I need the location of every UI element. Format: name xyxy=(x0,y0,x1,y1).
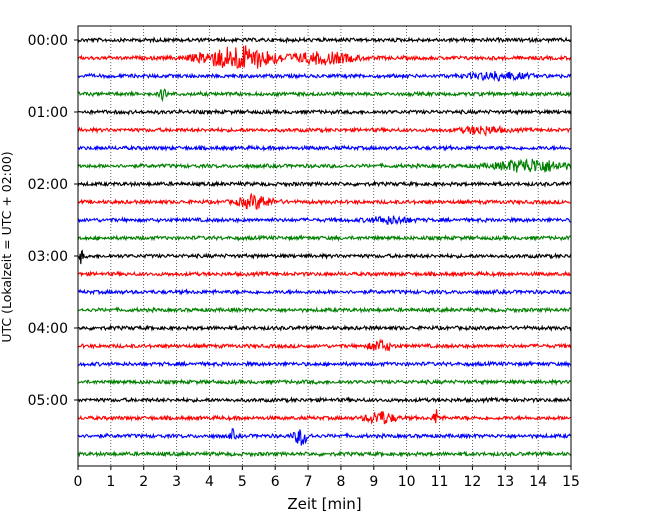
trace-0100 xyxy=(77,108,572,116)
trace-0415 xyxy=(77,338,572,352)
x-tick-label: 12 xyxy=(463,474,481,490)
trace-0500 xyxy=(77,396,572,405)
x-tick-label: 5 xyxy=(238,474,247,490)
trace-0115 xyxy=(77,124,572,137)
trace-lines xyxy=(77,36,572,458)
x-tick-label: 9 xyxy=(369,474,378,490)
trace-0045 xyxy=(77,88,572,103)
trace-0130 xyxy=(77,144,572,152)
x-tick-label: 14 xyxy=(529,474,547,490)
trace-0315 xyxy=(77,270,572,279)
x-tick-label: 13 xyxy=(496,474,514,490)
trace-0000 xyxy=(77,36,572,45)
x-gridlines xyxy=(110,26,539,466)
x-tick-label: 1 xyxy=(106,474,115,490)
y-tick-label: 04:00 xyxy=(28,321,68,337)
x-tick-label: 11 xyxy=(431,474,449,490)
trace-0030 xyxy=(77,71,572,82)
trace-0345 xyxy=(77,306,572,314)
x-tick-label: 4 xyxy=(205,474,214,490)
x-tick-label: 15 xyxy=(562,474,580,490)
y-axis-label: UTC (Lokalzeit = UTC + 02:00) xyxy=(0,151,14,342)
x-tick-label: 0 xyxy=(74,474,83,490)
trace-0430 xyxy=(77,360,572,369)
x-axis-label: Zeit [min] xyxy=(287,495,361,513)
y-tick-label: 01:00 xyxy=(28,105,68,121)
trace-0200 xyxy=(77,179,572,188)
y-tick-label: 00:00 xyxy=(28,33,68,49)
x-tick-label: 7 xyxy=(304,474,313,490)
y-tick-label: 03:00 xyxy=(28,249,68,265)
x-tick-label: 3 xyxy=(172,474,181,490)
trace-0215 xyxy=(77,192,572,210)
y-axis-ticks: 00:00 01:00 02:00 03:00 04:00 05:00 xyxy=(28,33,78,409)
y-tick-label: 02:00 xyxy=(28,177,68,193)
trace-0330 xyxy=(77,288,572,296)
x-axis-ticks: 0 1 2 3 4 5 6 7 8 9 10 11 12 13 14 15 xyxy=(74,466,580,490)
trace-0515 xyxy=(77,409,572,425)
x-tick-label: 2 xyxy=(139,474,148,490)
x-tick-label: 8 xyxy=(336,474,345,490)
x-tick-label: 10 xyxy=(398,474,416,490)
trace-0445 xyxy=(77,378,572,387)
trace-0245 xyxy=(77,234,572,243)
y-tick-label: 05:00 xyxy=(28,393,68,409)
trace-0015 xyxy=(77,45,572,69)
x-tick-label: 6 xyxy=(271,474,280,490)
trace-0545 xyxy=(77,449,572,458)
trace-0300 xyxy=(77,249,572,265)
trace-0400 xyxy=(77,323,572,332)
trace-0145 xyxy=(77,157,572,173)
trace-0230 xyxy=(77,215,572,226)
plot-frame xyxy=(77,25,572,467)
trace-0530 xyxy=(77,428,572,446)
